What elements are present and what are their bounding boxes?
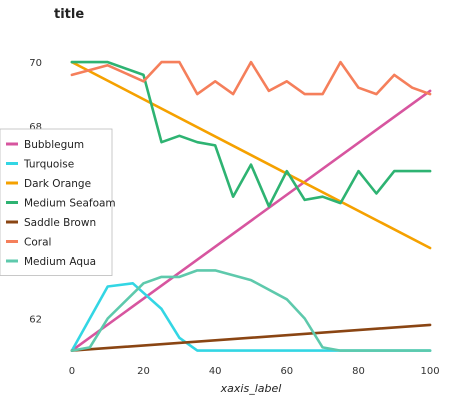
series-line-coral [70, 60, 432, 96]
y-tick-label: 70 [29, 58, 42, 69]
series-line-saddle-brown [70, 323, 432, 352]
series-line-turquoise [70, 281, 432, 352]
x-tick-label: 80 [352, 366, 365, 377]
x-tick-label: 20 [137, 366, 150, 377]
series-line-medium-seafoam [70, 60, 432, 208]
x-tick-label: 40 [209, 366, 222, 377]
series-line-bubblegum [70, 89, 432, 352]
y-tick-label: 68 [29, 122, 42, 133]
chart-title: title [54, 7, 84, 22]
series-line-dark-orange [70, 60, 432, 250]
x-tick-label: 60 [280, 366, 293, 377]
series-line-medium-aqua [70, 269, 432, 352]
legend: Bubblegum Turquoise Dark Orange Medium Seaf… [0, 128, 116, 276]
legend-label-bubblegum: Bubblegum [24, 139, 84, 151]
legend-label-coral: Coral [24, 237, 51, 249]
x-tick-label: 100 [421, 366, 440, 377]
legend-label-medium-aqua: Medium Aqua [24, 256, 96, 268]
y-tick-label: 62 [29, 315, 42, 326]
legend-label-turquoise: Turquoise [23, 159, 74, 171]
legend-label-medium-seafoam: Medium Seafoam [24, 198, 116, 210]
x-tick-label: 0 [69, 366, 75, 377]
legend-label-saddle-brown: Saddle Brown [24, 217, 96, 229]
legend-label-dark-orange: Dark Orange [24, 178, 91, 190]
x-axis-title: xaxis_label [220, 382, 282, 395]
legend-box [0, 128, 113, 276]
